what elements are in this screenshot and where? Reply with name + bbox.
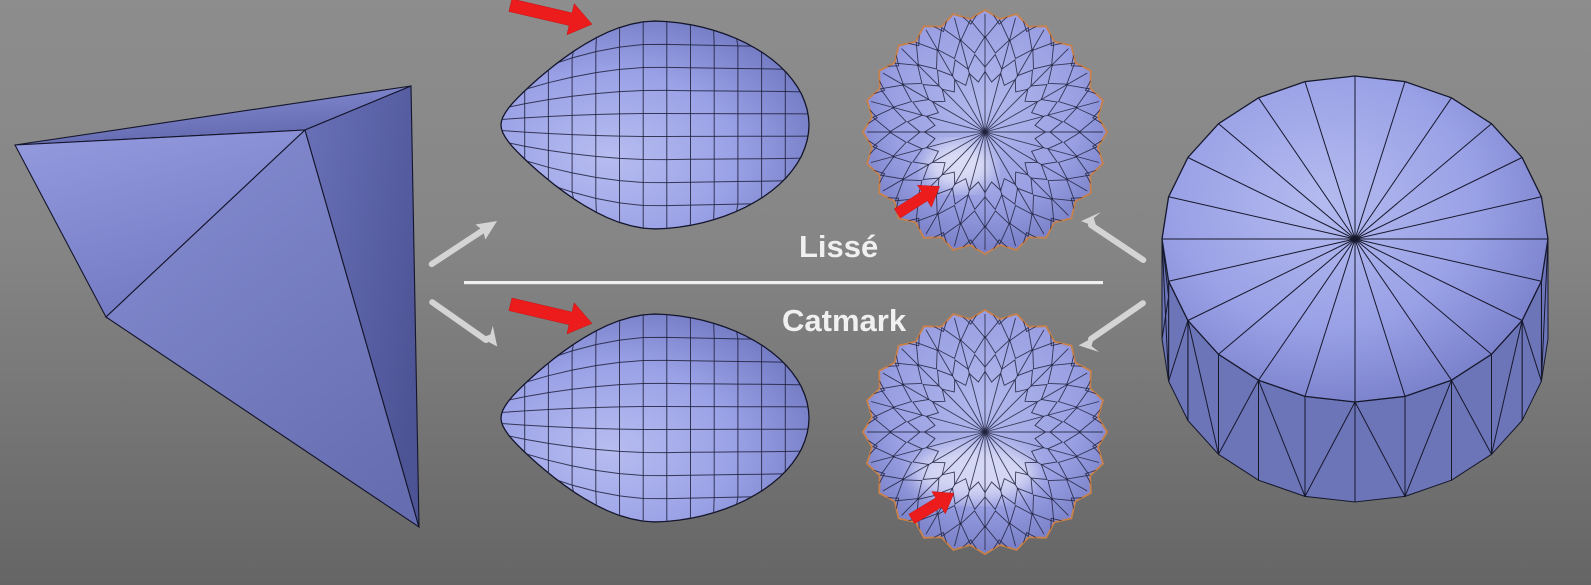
svg-text:Lissé: Lissé — [799, 229, 878, 264]
svg-text:Catmark: Catmark — [782, 303, 907, 338]
